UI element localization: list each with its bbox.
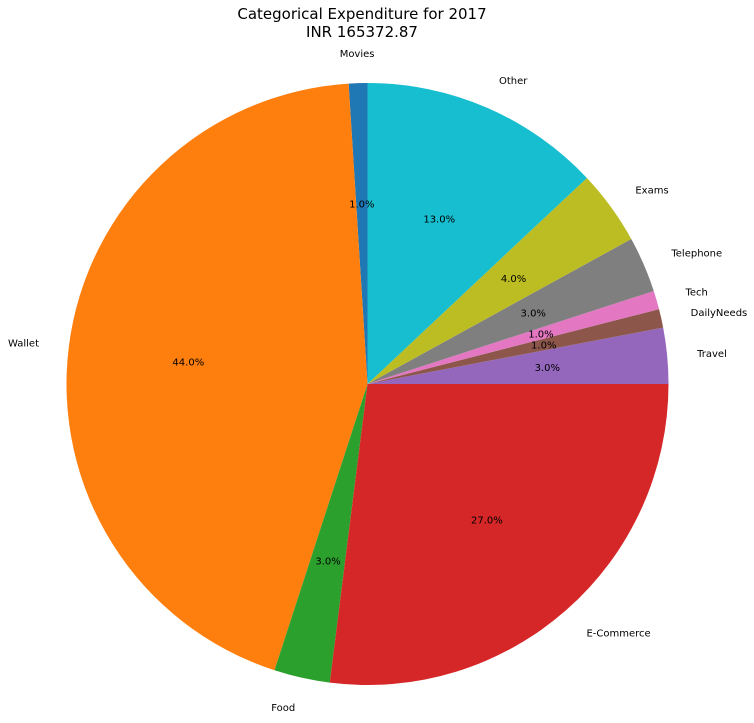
pie-slice-e-commerce [329, 384, 669, 685]
chart-title: Categorical Expenditure for 2017 [237, 5, 486, 23]
category-label-wallet: Wallet [8, 339, 39, 350]
category-label-tech: Tech [684, 288, 707, 299]
percent-label-e-commerce: 27.0% [471, 515, 503, 526]
percent-label-wallet: 44.0% [172, 357, 204, 368]
percent-label-dailyneeds: 1.0% [531, 341, 556, 352]
pie-slice-food [274, 384, 368, 683]
percent-label-exams: 4.0% [501, 274, 526, 285]
percent-label-other: 13.0% [423, 214, 455, 225]
pie-slice-movies [348, 83, 368, 384]
category-label-e-commerce: E-Commerce [586, 628, 650, 639]
percent-label-telephone: 3.0% [521, 308, 546, 319]
category-label-movies: Movies [340, 49, 375, 60]
pie-slice-exams [367, 177, 632, 384]
pie-slice-dailyneeds [367, 309, 664, 384]
pie-slice-telephone [367, 238, 654, 384]
percent-label-food: 3.0% [315, 556, 340, 567]
category-label-telephone: Telephone [670, 249, 722, 260]
pie-slices [66, 83, 669, 685]
category-label-exams: Exams [635, 185, 668, 196]
percent-labels: 1.0%44.0%3.0%27.0%3.0%1.0%1.0%3.0%4.0%13… [172, 199, 560, 567]
pie-slice-tech [367, 290, 660, 384]
pie-slice-other [367, 83, 587, 384]
category-label-dailyneeds: DailyNeeds [691, 308, 748, 319]
category-label-other: Other [499, 76, 528, 87]
percent-label-tech: 1.0% [528, 330, 553, 341]
pie-slice-travel [367, 327, 669, 384]
category-label-travel: Travel [696, 349, 727, 360]
chart-subtitle: INR 165372.87 [306, 23, 418, 41]
category-labels: Movies Wallet Food E-Commerce Travel DailyNee… [8, 49, 747, 714]
percent-label-movies: 1.0% [349, 199, 374, 210]
category-label-food: Food [271, 703, 295, 714]
pie-slice-wallet [66, 83, 368, 671]
percent-label-travel: 3.0% [535, 363, 560, 374]
